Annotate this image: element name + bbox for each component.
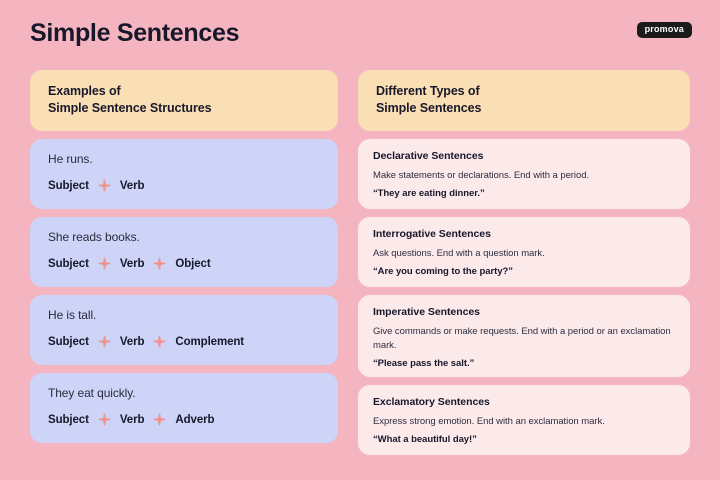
formula-part: Verb: [119, 335, 145, 348]
sentence-type-description: Ask questions. End with a question mark.: [372, 248, 545, 260]
right-column-header: Different Types of Simple Sentences: [357, 70, 690, 131]
sentence-type-card: Imperative Sentences Give commands or ma…: [357, 294, 690, 377]
formula-part: Subject: [48, 179, 89, 192]
sentence-type-card: Exclamatory Sentences Express strong emo…: [357, 384, 690, 455]
promova-logo: promova: [636, 22, 692, 38]
formula-part: Subject: [48, 257, 89, 270]
structure-example: He runs.: [48, 151, 93, 166]
right-column: Different Types of Simple Sentences Decl…: [357, 70, 690, 455]
structure-example: They eat quickly.: [48, 385, 136, 400]
sentence-type-card: Interrogative Sentences Ask questions. E…: [357, 216, 690, 287]
plus-icon: [153, 413, 166, 426]
structure-formula: Subject Verb Complement: [48, 335, 320, 348]
left-header-line-2: Simple Sentence Structures: [48, 100, 212, 115]
sentence-type-title: Interrogative Sentences: [372, 227, 491, 240]
formula-part: Object: [175, 257, 211, 270]
plus-icon: [98, 335, 111, 348]
formula-part: Verb: [119, 413, 145, 426]
sentence-type-example: “They are eating dinner.”: [372, 188, 485, 200]
structure-card: He runs. Subject Verb: [30, 138, 338, 209]
plus-icon: [98, 413, 111, 426]
sentence-type-title: Imperative Sentences: [372, 305, 480, 318]
left-column-header: Examples of Simple Sentence Structures: [30, 70, 338, 131]
sentence-type-title: Exclamatory Sentences: [372, 395, 490, 408]
columns-container: Examples of Simple Sentence Structures H…: [30, 70, 690, 455]
formula-part: Subject: [48, 413, 89, 426]
plus-icon: [98, 257, 111, 270]
plus-icon: [98, 179, 111, 192]
structure-card: They eat quickly. Subject Verb Adverb: [30, 372, 338, 443]
page-title: Simple Sentences: [30, 19, 240, 47]
poster-header: Simple Sentences promova: [0, 0, 720, 62]
structure-example: She reads books.: [48, 229, 140, 244]
structure-card: She reads books. Subject Verb Object: [30, 216, 338, 287]
sentence-type-example: “Are you coming to the party?”: [372, 266, 513, 278]
formula-part: Adverb: [175, 413, 215, 426]
left-header-line-1: Examples of: [48, 84, 121, 98]
structure-example: He is tall.: [48, 307, 97, 322]
structure-formula: Subject Verb: [48, 179, 320, 192]
sentence-type-description: Express strong emotion. End with an excl…: [372, 416, 605, 428]
sentence-type-description: Give commands or make requests. End with…: [372, 326, 671, 352]
right-header-line-1: Different Types of: [375, 84, 480, 98]
plus-icon: [153, 335, 166, 348]
structure-formula: Subject Verb Object: [48, 257, 320, 270]
structure-formula: Subject Verb Adverb: [48, 413, 320, 426]
sentence-type-example: “What a beautiful day!”: [372, 434, 477, 446]
left-column: Examples of Simple Sentence Structures H…: [30, 70, 338, 455]
structure-card: He is tall. Subject Verb Complement: [30, 294, 338, 365]
sentence-type-title: Declarative Sentences: [372, 149, 484, 162]
sentence-type-description: Make statements or declarations. End wit…: [372, 170, 590, 182]
formula-part: Verb: [119, 179, 145, 192]
formula-part: Complement: [175, 335, 245, 348]
formula-part: Subject: [48, 335, 89, 348]
formula-part: Verb: [119, 257, 145, 270]
sentence-type-example: “Please pass the salt.”: [372, 357, 475, 369]
sentence-type-card: Declarative Sentences Make statements or…: [357, 138, 690, 209]
right-header-line-2: Simple Sentences: [375, 100, 482, 115]
plus-icon: [153, 257, 166, 270]
